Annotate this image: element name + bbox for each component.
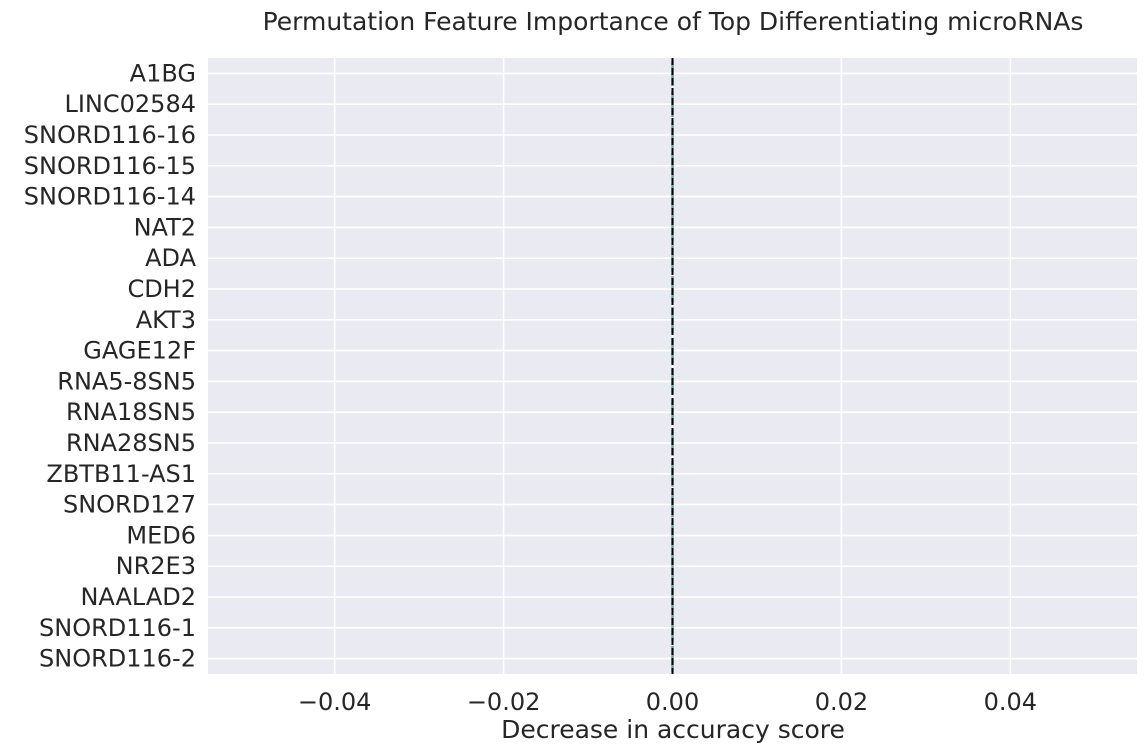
y-tick-label: RNA28SN5 — [66, 429, 196, 457]
y-tick-labels: A1BG LINC02584 SNORD116-16 SNORD116-15 SNORD… — [24, 59, 197, 672]
y-tick-label: CDH2 — [127, 275, 196, 303]
y-tick-label: GAGE12F — [83, 337, 196, 365]
y-tick-label: SNORD127 — [63, 491, 196, 519]
x-tick-label: −0.02 — [467, 688, 541, 716]
x-tick-labels: −0.04 −0.02 0.00 0.02 0.04 — [298, 688, 1037, 716]
y-tick-label: SNORD116-14 — [24, 183, 196, 211]
y-tick-label: NR2E3 — [116, 552, 196, 580]
y-tick-label: LINC02584 — [64, 90, 196, 118]
x-tick-label: −0.04 — [298, 688, 372, 716]
box-mark — [671, 183, 674, 210]
chart-title: Permutation Feature Importance of Top Di… — [263, 7, 1084, 36]
y-tick-label: MED6 — [126, 521, 196, 549]
y-tick-label: NAALAD2 — [80, 583, 196, 611]
y-tick-label: RNA5-8SN5 — [57, 367, 196, 395]
y-tick-label: RNA18SN5 — [66, 398, 196, 426]
y-tick-label: A1BG — [130, 59, 196, 87]
y-tick-label: SNORD116-16 — [24, 121, 196, 149]
x-axis-label: Decrease in accuracy score — [501, 715, 845, 744]
y-tick-label: ZBTB11-AS1 — [46, 460, 196, 488]
x-tick-label: 0.02 — [815, 688, 868, 716]
x-tick-label: 0.00 — [646, 688, 699, 716]
y-tick-label: SNORD116-1 — [39, 614, 196, 642]
y-tick-label: AKT3 — [136, 306, 196, 334]
y-tick-label: ADA — [145, 244, 196, 272]
x-tick-label: 0.04 — [984, 688, 1037, 716]
y-tick-label: SNORD116-2 — [39, 645, 196, 673]
y-tick-label: NAT2 — [134, 213, 196, 241]
y-tick-label: SNORD116-15 — [24, 152, 196, 180]
